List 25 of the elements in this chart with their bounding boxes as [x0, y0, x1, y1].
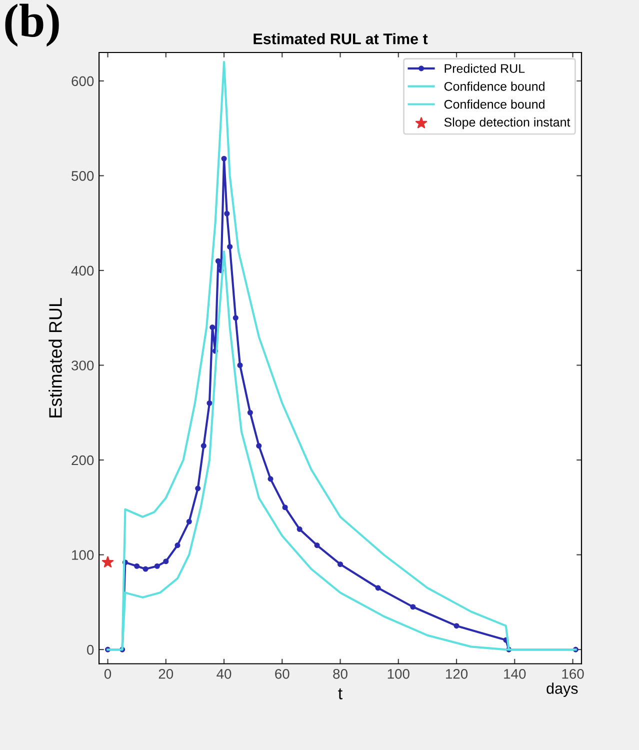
x-tick-label: 40 — [216, 668, 232, 679]
text: days — [546, 682, 578, 697]
x-tick-label: 120 — [446, 668, 468, 679]
y-axis-title: Estimated RUL — [48, 298, 62, 418]
x-tick-label: 20 — [158, 668, 174, 679]
x-tick-label: 160 — [562, 668, 584, 679]
x-axis-title: t — [338, 688, 342, 700]
legend-label: Slope detection instant — [444, 117, 570, 130]
x-tick-label: 60 — [275, 668, 290, 679]
x-tick-label: 140 — [504, 668, 526, 679]
x-tick-label: 0 — [104, 668, 112, 679]
x-tick-label: 80 — [333, 668, 348, 679]
x-tick-label: 100 — [388, 668, 410, 679]
legend-label: Confidence bound — [444, 82, 544, 91]
chart-title: Estimated RUL at Time t — [254, 33, 428, 44]
y-tick-label: 500 — [72, 171, 94, 181]
y-tick-label: 400 — [71, 266, 94, 276]
text: (b) — [5, 4, 59, 47]
y-tick-label: 0 — [87, 644, 94, 655]
y-tick-label: 200 — [72, 455, 94, 466]
y-tick-label: 100 — [72, 550, 94, 560]
y-tick-label: 300 — [72, 360, 94, 370]
legend-label: Predicted RUL — [444, 64, 525, 73]
legend-label: Confidence bound — [444, 100, 544, 109]
y-tick-label: 600 — [72, 76, 94, 86]
